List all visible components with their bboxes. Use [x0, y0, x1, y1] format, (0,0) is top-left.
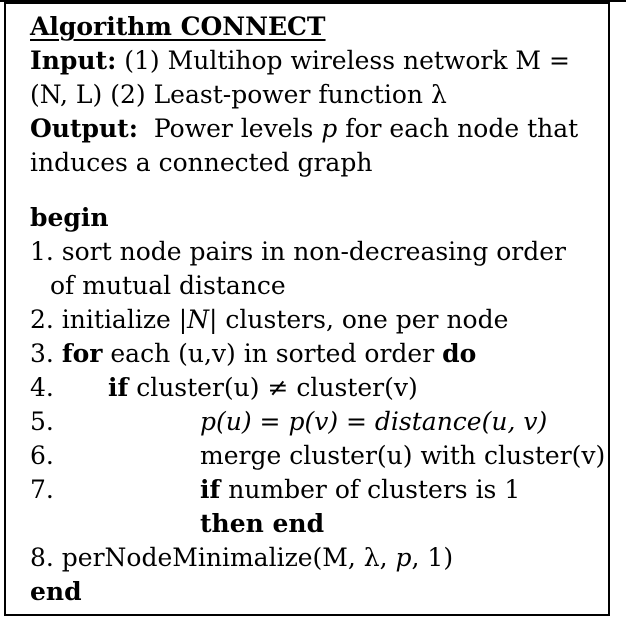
step-3-do: do	[442, 339, 477, 368]
algorithm-box: Algorithm CONNECT Input: (1) Multihop wi…	[4, 2, 610, 616]
step-8: 8. perNodeMinimalize(M, λ, p, 1)	[30, 543, 453, 573]
step-8-p: p	[395, 543, 412, 572]
step-7-if: if	[200, 475, 221, 504]
step-7-text: number of clusters is 1	[220, 475, 521, 504]
top-rule	[0, 0, 626, 2]
input-line-1: Input: (1) Multihop wireless network M =	[30, 46, 570, 76]
output-text-1b: for each node that	[337, 114, 579, 143]
step-3-num: 3.	[30, 339, 62, 368]
output-line-2: induces a connected graph	[30, 148, 373, 177]
step-1-line-1: 1. sort node pairs in non-decreasing ord…	[30, 237, 566, 266]
step-4: 4. if cluster(u) ≠ cluster(v)	[30, 373, 418, 403]
step-4-num: 4.	[30, 373, 54, 402]
step-5-num: 5.	[30, 407, 54, 436]
step-1-line-2: of mutual distance	[50, 271, 286, 300]
end-keyword: end	[30, 577, 82, 606]
input-line-2: (N, L) (2) Least-power function λ	[30, 80, 447, 109]
begin-keyword: begin	[30, 203, 109, 232]
step-5: 5. p(u) = p(v) = distance(u, v)	[30, 407, 547, 437]
step-3-for: for	[61, 339, 103, 368]
input-text-1: (1) Multihop wireless network M =	[116, 46, 570, 75]
step-2: 2. initialize |N| clusters, one per node	[30, 305, 508, 335]
step-7-num: 7.	[30, 475, 54, 504]
algorithm-title: Algorithm CONNECT	[30, 12, 326, 41]
step-4-text: cluster(u) ≠ cluster(v)	[128, 373, 418, 402]
step-6-num: 6.	[30, 441, 54, 470]
step-8-a: 8. perNodeMinimalize(M, λ,	[30, 543, 396, 572]
step-7: 7. if number of clusters is 1	[30, 475, 520, 505]
output-label: Output:	[30, 114, 138, 143]
step-8-b: , 1)	[411, 543, 454, 572]
step-3: 3. for each (u,v) in sorted order do	[30, 339, 476, 369]
step-3-mid: each (u,v) in sorted order	[102, 339, 443, 368]
output-line-1: Output: Power levels p for each node tha…	[30, 114, 578, 144]
step-6: 6. merge cluster(u) with cluster(v)	[30, 441, 605, 471]
step-5-text: p(u) = p(v) = distance(u, v)	[200, 407, 548, 436]
step-2-N: N	[187, 305, 210, 334]
input-label: Input:	[30, 46, 117, 75]
step-2-a: 2. initialize |	[30, 305, 188, 334]
output-text-1a: Power levels	[137, 114, 322, 143]
step-6-text: merge cluster(u) with cluster(v)	[200, 441, 606, 470]
output-p: p	[321, 114, 338, 143]
step-4-if: if	[108, 373, 129, 402]
step-7-then-end: then end	[200, 509, 325, 538]
step-2-b: | clusters, one per node	[209, 305, 509, 334]
